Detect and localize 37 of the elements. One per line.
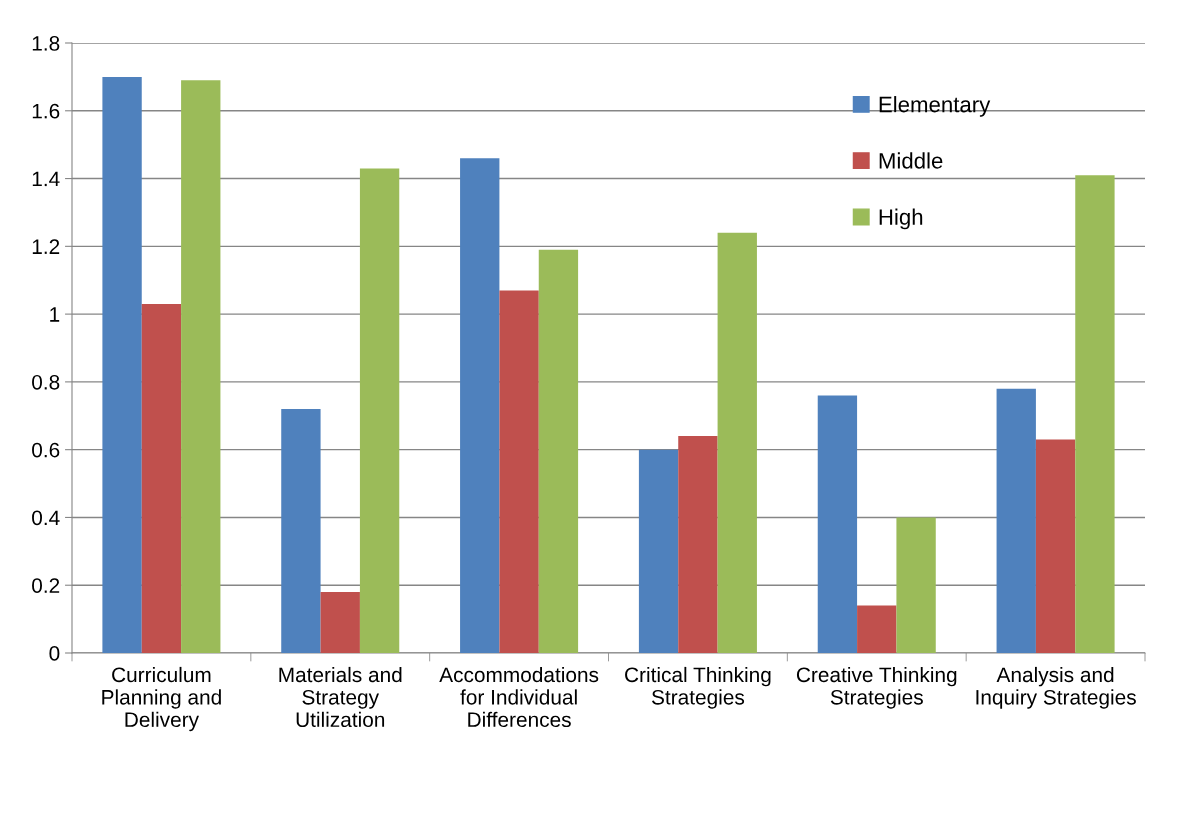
y-tick-label: 0 (49, 646, 60, 661)
x-tick-label: Accommodations for Individual Differences (439, 666, 599, 728)
bar (538, 249, 579, 653)
bar (499, 290, 539, 653)
y-tick-label: 1.4 (32, 171, 60, 187)
x-tick-label: Curriculum Planning and Delivery (102, 666, 221, 732)
x-tick-label: Materials and Strategy Utilization (279, 666, 402, 728)
bar (181, 80, 221, 653)
y-tick-label: 0.4 (32, 510, 60, 526)
bar (281, 409, 321, 653)
x-tick-label: Critical Thinking Strategies (625, 666, 771, 709)
y-tick-label: 0.2 (32, 578, 60, 593)
y-tick-label: 0.6 (32, 442, 60, 458)
bar (359, 168, 400, 653)
y-tick-label: 1.6 (32, 103, 60, 119)
bar (996, 388, 1036, 653)
bar (1035, 439, 1076, 653)
legend-label: Middle (879, 152, 943, 169)
bar (717, 232, 757, 653)
y-tick-label: 1.2 (32, 239, 60, 254)
bar (1075, 175, 1115, 653)
bar (857, 605, 897, 653)
bar (678, 436, 718, 653)
bar (817, 395, 858, 653)
bar (896, 517, 936, 653)
bar (638, 449, 679, 653)
bar (102, 76, 142, 653)
bar (460, 158, 500, 653)
x-tick-label: Creative Thinking Strategies (796, 666, 957, 709)
y-tick-label: 1.8 (32, 36, 60, 51)
bar (320, 592, 360, 653)
y-tick-label: 0.8 (32, 374, 60, 390)
x-tick-label: Analysis and Inquiry Strategies (976, 666, 1136, 709)
bar (141, 303, 182, 653)
legend-label: Elementary (879, 96, 991, 117)
y-tick-label: 1 (50, 307, 60, 322)
legend-label: High (879, 208, 923, 230)
